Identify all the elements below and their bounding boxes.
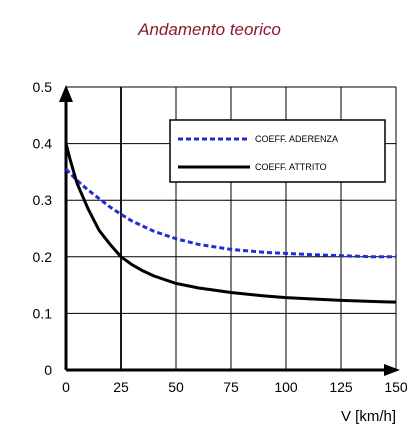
x-tick-label-150: 150 [384,379,408,395]
y-tick-label-0: 0 [44,362,52,378]
x-tick-label-25: 25 [113,379,129,395]
axes: 0 25 50 75 100 125 150 0 0.1 0.2 0.3 0.4 0.5 [33,79,408,395]
y-tick-label-0.1: 0.1 [33,305,53,321]
y-axis-arrow [59,85,73,102]
y-tick-label-0.5: 0.5 [33,79,53,95]
x-tick-label-125: 125 [329,379,353,395]
series-line-attrito [64,143,397,304]
x-axis-label: V [km/h] [341,408,396,425]
legend: COEFF. ADERENZA COEFF. ATTRITO [169,119,386,183]
legend-label-aderenza: COEFF. ADERENZA [255,134,338,144]
x-tick-label-0: 0 [62,379,70,395]
x-tick-label-50: 50 [168,379,184,395]
chart-title: Andamento teorico [138,20,281,39]
y-tick-label-0.4: 0.4 [33,136,53,152]
x-tick-label-75: 75 [223,379,239,395]
series-line-aderenza [64,168,396,259]
x-tick-label-100: 100 [274,379,298,395]
y-tick-label-0.3: 0.3 [33,192,53,208]
x-axis-arrow [384,364,400,376]
legend-box [169,119,386,183]
series-lines [64,143,397,304]
legend-label-attrito: COEFF. ATTRITO [255,162,327,172]
y-tick-label-0.2: 0.2 [33,249,53,265]
